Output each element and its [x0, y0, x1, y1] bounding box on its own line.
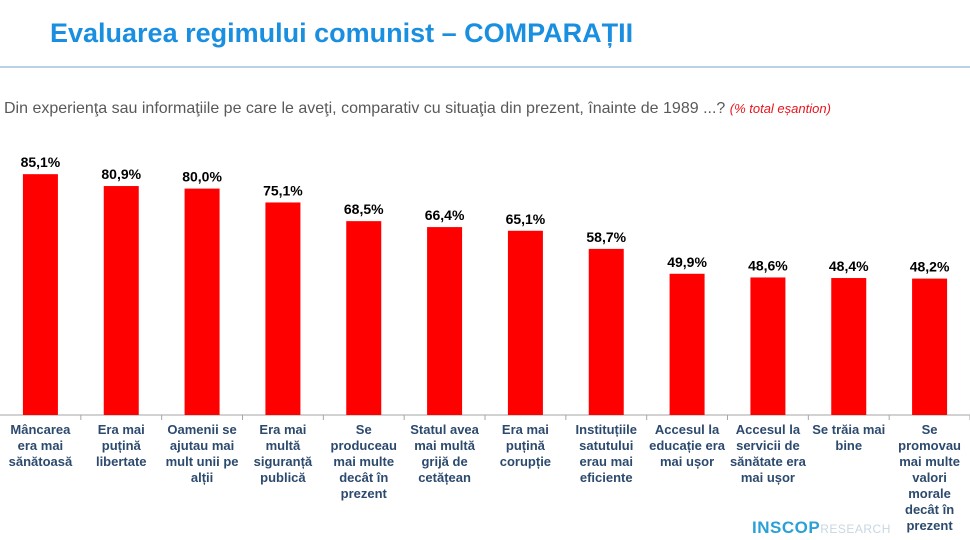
category-label: Instituțiile satutului erau mai eficient…: [575, 422, 637, 485]
data-label: 80,9%: [101, 166, 141, 182]
bar: [22, 174, 58, 415]
data-label: 49,9%: [667, 254, 707, 270]
logo-suffix: RESEARCH: [820, 522, 891, 536]
data-label: 75,1%: [263, 182, 303, 198]
data-label: 48,4%: [829, 258, 869, 274]
bar: [184, 188, 220, 415]
data-label: 66,4%: [425, 207, 465, 223]
category-label: Se promovau mai multe valori morale decâ…: [898, 422, 961, 533]
category-label: Era mai multă siguranță publică: [253, 422, 313, 485]
inscop-logo: INSCOPRESEARCH: [752, 518, 891, 538]
bar: [346, 221, 382, 415]
bar: [507, 230, 543, 415]
bar: [912, 278, 948, 415]
data-label: 48,6%: [748, 257, 788, 273]
category-label: Accesul la educație era mai ușor: [649, 422, 726, 469]
bar: [427, 227, 463, 415]
question: Din experienţa sau informaţiile pe care …: [4, 100, 726, 117]
data-label: 48,2%: [910, 259, 950, 275]
page-title: Evaluarea regimului comunist – COMPARAȚI…: [50, 18, 634, 48]
category-label: Oamenii se ajutau mai mult unii pe alții: [165, 422, 239, 485]
header-divider: [0, 66, 970, 68]
sample-note: (% total eșantion): [729, 101, 831, 116]
bar: [831, 278, 867, 415]
category-label: Statul avea mai multă grijă de cetățean: [410, 422, 479, 485]
logo-text: INSCOP: [752, 518, 821, 537]
data-label: 58,7%: [586, 229, 626, 245]
data-label: 65,1%: [506, 211, 546, 227]
category-label: Accesul la servicii de sănătate era mai …: [729, 422, 806, 485]
data-label: 85,1%: [21, 154, 61, 170]
question-text: Din experienţa sau informaţiile pe care …: [4, 100, 831, 118]
category-label: Se trăia mai bine: [812, 422, 886, 453]
category-label: Se produceau mai multe decât în prezent: [330, 422, 397, 501]
bar: [750, 277, 786, 415]
bar: [103, 186, 139, 415]
bar: [265, 202, 301, 415]
bar: [669, 273, 705, 415]
bar: [588, 248, 624, 415]
category-label: Mâncarea era mai sănătoasă: [8, 422, 73, 469]
data-label: 68,5%: [344, 201, 384, 217]
category-label: Era mai puțină corupție: [499, 422, 552, 469]
data-label: 80,0%: [182, 169, 222, 185]
category-label: Era mai puțină libertate: [95, 422, 147, 469]
